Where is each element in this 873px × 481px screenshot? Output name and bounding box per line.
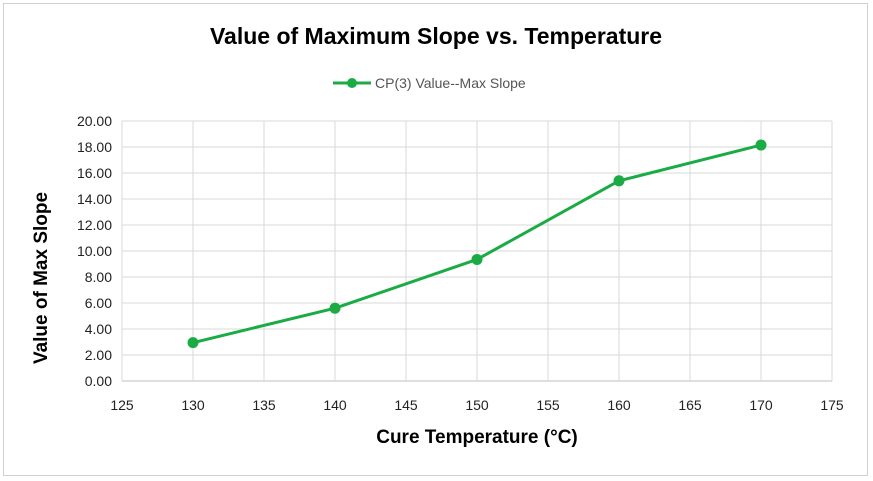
y-tick-label: 14.00 [77,191,112,207]
y-tick-label: 0.00 [85,373,112,389]
x-tick-label: 140 [323,397,347,413]
y-tick-label: 16.00 [77,165,112,181]
y-tick-label: 10.00 [77,243,112,259]
y-axis-ticks: 0.00 2.00 4.00 6.00 8.00 10.00 12.00 14.00 16.00… [77,113,112,389]
x-tick-label: 160 [607,397,631,413]
x-tick-label: 125 [110,397,134,413]
chart-frame [3,3,868,476]
y-tick-label: 8.00 [85,269,112,285]
x-tick-label: 150 [465,397,489,413]
y-tick-label: 18.00 [77,139,112,155]
x-axis-title: Cure Temperature (°C) [376,427,578,448]
y-tick-label: 20.00 [77,113,112,129]
legend: CP(3) Value--Max Slope [333,75,526,91]
x-tick-label: 170 [749,397,773,413]
x-tick-label: 135 [252,397,276,413]
x-axis-ticks: 125 130 135 140 145 150 155 160 165 170 175 [110,397,844,413]
grid [121,120,833,382]
data-point [329,302,341,314]
legend-label: CP(3) Value--Max Slope [375,75,526,91]
y-tick-label: 12.00 [77,217,112,233]
chart-title: Value of Maximum Slope vs. Temperature [210,23,662,49]
x-tick-label: 175 [820,397,844,413]
x-tick-label: 155 [536,397,560,413]
data-point [613,175,625,187]
data-point [187,337,199,349]
data-point [755,139,767,151]
x-tick-label: 130 [181,397,205,413]
series-group [187,139,767,349]
y-axis-title: Value of Max Slope [31,192,52,364]
y-tick-label: 6.00 [85,295,112,311]
y-tick-label: 2.00 [85,347,112,363]
data-point [471,253,483,265]
x-tick-label: 165 [678,397,702,413]
x-tick-label: 145 [394,397,418,413]
legend-dot-marker [347,78,357,88]
y-tick-label: 4.00 [85,321,112,337]
